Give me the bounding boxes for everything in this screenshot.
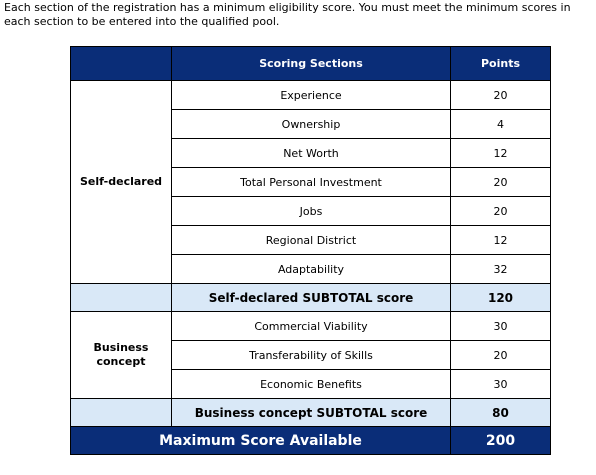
item-name: Net Worth	[171, 138, 451, 168]
item-points: 30	[450, 369, 551, 399]
header-blank-cell	[70, 46, 172, 81]
table-row: Jobs 20	[71, 196, 551, 226]
business-concept-subtotal-points: 80	[450, 398, 551, 427]
item-name: Commercial Viability	[171, 311, 451, 341]
item-points: 32	[450, 254, 551, 284]
business-concept-subtotal-label: Business concept SUBTOTAL score	[171, 398, 451, 427]
header-points: Points	[450, 46, 551, 81]
item-points: 12	[450, 225, 551, 255]
intro-paragraph: Each section of the registration has a m…	[4, 1, 571, 28]
item-points: 20	[450, 167, 551, 197]
table-header-row: Scoring Sections Points	[70, 46, 551, 81]
business-concept-label-line1: Business	[93, 341, 149, 354]
item-points: 30	[450, 311, 551, 341]
header-scoring-sections: Scoring Sections	[171, 46, 451, 81]
maximum-score-points: 200	[450, 426, 551, 455]
item-name: Experience	[171, 80, 451, 110]
item-name: Economic Benefits	[171, 369, 451, 399]
scoring-table: Scoring Sections Points Self-declared Ex…	[70, 46, 551, 455]
item-name: Total Personal Investment	[171, 167, 451, 197]
self-declared-subtotal-row: Self-declared SUBTOTAL score 120	[70, 283, 551, 312]
item-name: Adaptability	[171, 254, 451, 284]
table-row: Total Personal Investment 20	[71, 167, 551, 197]
section-label-self-declared: Self-declared	[70, 80, 172, 284]
business-concept-subtotal-row: Business concept SUBTOTAL score 80	[70, 398, 551, 427]
subtotal-blank-cell	[70, 283, 172, 312]
item-name: Regional District	[171, 225, 451, 255]
table-row: Business concept Commercial Viability 30	[70, 311, 551, 399]
table-row: Self-declared Experience 20	[70, 80, 551, 284]
maximum-score-row: Maximum Score Available 200	[70, 426, 551, 455]
table-row: Transferability of Skills 20	[71, 340, 551, 370]
item-points: 20	[450, 80, 551, 110]
item-points: 20	[450, 196, 551, 226]
self-declared-subtotal-points: 120	[450, 283, 551, 312]
item-points: 12	[450, 138, 551, 168]
self-declared-subtotal-label: Self-declared SUBTOTAL score	[171, 283, 451, 312]
item-name: Transferability of Skills	[171, 340, 451, 370]
maximum-score-label: Maximum Score Available	[70, 426, 451, 455]
table-row: Ownership 4	[71, 109, 551, 139]
business-concept-label-line2: concept	[96, 355, 146, 368]
subtotal-blank-cell	[70, 398, 172, 427]
item-points: 4	[450, 109, 551, 139]
item-name: Ownership	[171, 109, 451, 139]
item-points: 20	[450, 340, 551, 370]
item-name: Jobs	[171, 196, 451, 226]
section-label-business-concept: Business concept	[70, 311, 172, 399]
